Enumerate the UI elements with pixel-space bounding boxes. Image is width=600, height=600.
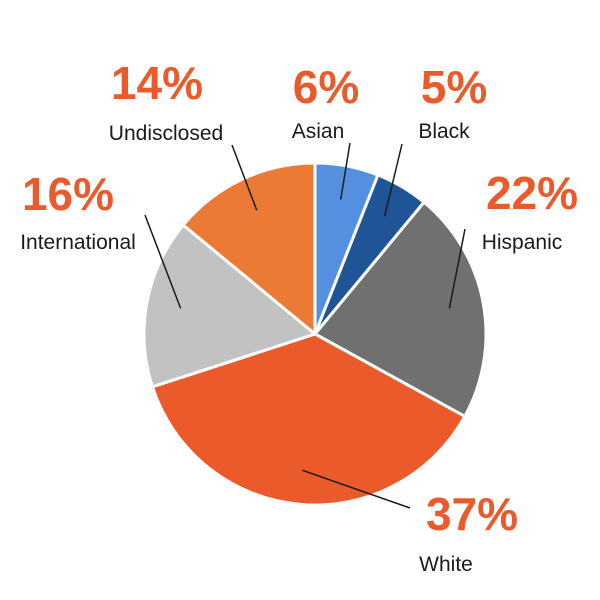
pie-slice-undisclosed <box>181 161 317 336</box>
leader-line-undisclosed <box>231 144 258 211</box>
category-label-hispanic: Hispanic <box>482 231 563 254</box>
pie-slice-hispanic <box>313 200 488 418</box>
leader-line-international <box>144 214 182 309</box>
pct-label-hispanic: 22% <box>486 167 578 219</box>
pct-label-asian: 6% <box>293 61 359 113</box>
category-label-undisclosed: Undisclosed <box>109 122 223 145</box>
pct-label-black: 5% <box>421 61 487 113</box>
category-label-international: International <box>20 231 136 254</box>
category-label-white: White <box>419 553 473 576</box>
pie-slices <box>142 161 488 507</box>
pct-label-international: 16% <box>22 168 114 220</box>
leader-line-hispanic <box>448 228 466 309</box>
leader-line-black <box>383 143 403 217</box>
pct-label-undisclosed: 14% <box>111 57 203 109</box>
leader-line-white <box>301 469 411 509</box>
category-label-black: Black <box>418 120 470 143</box>
pct-label-white: 37% <box>426 488 518 540</box>
pie-slice-white <box>150 332 467 507</box>
leader-line-asian <box>339 142 351 200</box>
pie-slice-international <box>142 223 317 389</box>
category-label-asian: Asian <box>292 120 345 143</box>
leader-lines <box>144 142 466 509</box>
